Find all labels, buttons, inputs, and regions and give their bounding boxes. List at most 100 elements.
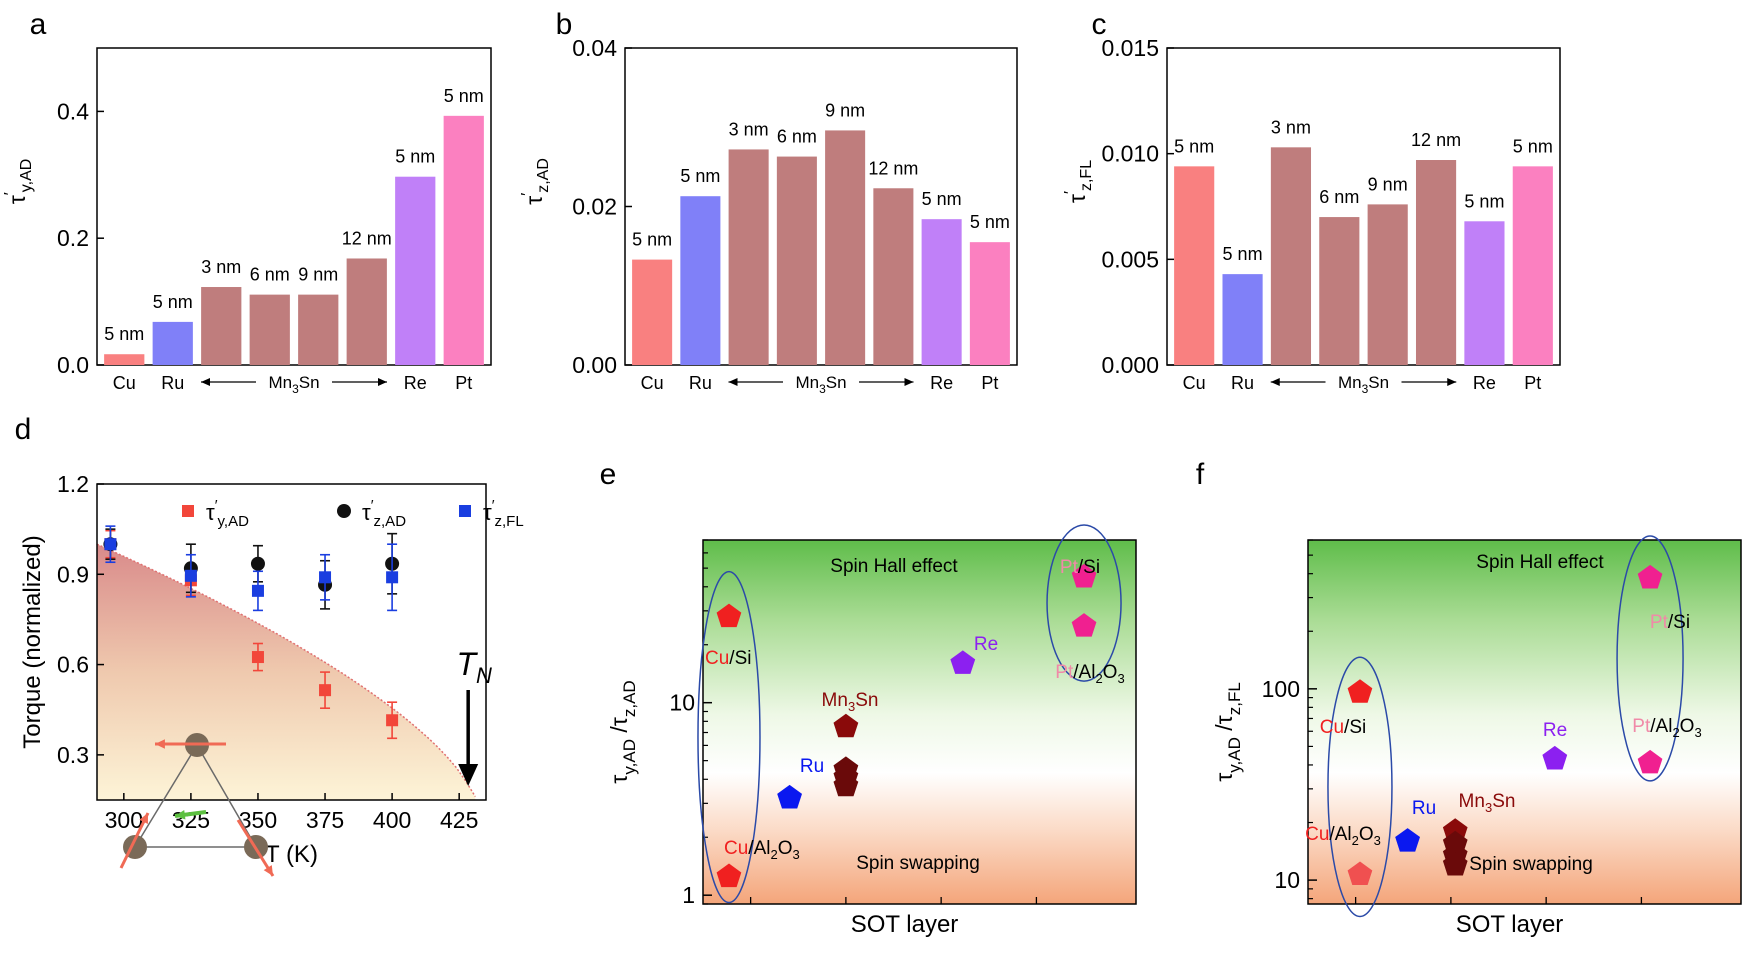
bar <box>298 294 339 365</box>
arrowhead <box>201 378 210 386</box>
phase-region <box>97 544 476 800</box>
bar <box>346 258 387 365</box>
x-category-label: Re <box>404 373 427 393</box>
bar <box>728 149 769 365</box>
point-z,FL <box>251 584 264 597</box>
bar <box>1222 274 1263 365</box>
point-label: Cu/Si <box>705 648 751 669</box>
x-axis-label: SOT layer <box>851 911 959 938</box>
point-label: Pt/Al2O3 <box>1055 662 1124 686</box>
legend-marker <box>459 505 471 517</box>
panel-letter-c: c <box>1092 8 1107 41</box>
data-point <box>1347 679 1373 703</box>
data-point <box>1542 745 1568 770</box>
inset-spin-arrow <box>236 819 275 877</box>
bar-data-label: 5 nm <box>680 166 720 186</box>
data-point <box>716 603 742 628</box>
point-z,FL <box>319 571 332 584</box>
y-axis-label: τ′y,AD <box>2 159 35 205</box>
y-axis-label: Torque (normalized) <box>19 535 46 748</box>
x-category-label: Ru <box>689 373 712 393</box>
region-label-top: Spin Hall effect <box>1476 552 1604 573</box>
bar <box>873 188 914 365</box>
y-axis-label: τ′z,FL <box>1062 160 1095 203</box>
y-tick-label: 0.3 <box>57 742 89 768</box>
bar <box>152 321 193 365</box>
panel-c: c 0.000 0.005 0.010 0.015 τ′z,FL 5 nm 5 nm 3 nm 6… <box>1062 8 1561 396</box>
pt-group-ellipse <box>1616 535 1684 782</box>
x-category-label: Re <box>1473 373 1496 393</box>
cu-group-ellipse <box>1327 656 1393 918</box>
x-category-label: Pt <box>455 373 472 393</box>
inset-spin-arrow-head <box>263 865 273 876</box>
bar <box>1512 166 1553 365</box>
pt-group-ellipse <box>1046 524 1122 682</box>
x-tick-label: 375 <box>306 807 344 833</box>
y-tick-label: 0.2 <box>57 225 89 251</box>
data-point <box>1395 828 1420 852</box>
panel-letter-a: a <box>30 8 47 41</box>
bar-data-label: 3 nm <box>1271 117 1311 137</box>
bar <box>1174 166 1215 365</box>
legend-marker <box>337 504 351 518</box>
x-category-label: Pt <box>1524 373 1541 393</box>
x-axis-label: SOT layer <box>1456 911 1564 938</box>
point-y,AD <box>251 651 264 664</box>
bar-data-label: 12 nm <box>342 228 392 248</box>
bar-data-label: 5 nm <box>1464 191 1504 211</box>
plot-frame <box>1307 539 1742 905</box>
data-point <box>1637 564 1663 589</box>
x-tick-label: 300 <box>105 807 143 833</box>
bar-data-label: 6 nm <box>1319 187 1359 207</box>
y-tick-label: 1 <box>682 882 695 908</box>
data-point <box>716 863 742 888</box>
data-point <box>1637 749 1663 774</box>
x-category-label: Ru <box>161 373 184 393</box>
bar <box>776 156 817 365</box>
point-z,FL <box>184 569 197 582</box>
y-tick-label: 0.02 <box>572 194 617 220</box>
group-label-mn3sn: Mn3Sn <box>1338 373 1389 396</box>
panel-letter-e: e <box>600 458 617 491</box>
point-label: Mn3Sn <box>1459 791 1516 815</box>
inset-spin-arrow <box>119 812 150 869</box>
y-tick-label: 0.005 <box>1101 246 1159 272</box>
data-point <box>1071 563 1097 588</box>
y-tick-label: 100 <box>1262 676 1300 702</box>
cu-group-ellipse <box>697 570 761 904</box>
bar-data-label: 5 nm <box>970 212 1010 232</box>
x-category-label: Re <box>930 373 953 393</box>
arrowhead <box>728 378 738 386</box>
plot-frame <box>1166 47 1561 366</box>
bar-data-label: 5 nm <box>632 230 672 250</box>
panel-e: e 1 10 SOT layer τy,AD /τz,AD Spin Hall effec… <box>600 458 1137 938</box>
bar <box>825 130 866 365</box>
region-label-bottom: Spin swapping <box>1469 854 1593 875</box>
y-axis-label: τy,AD /τz,AD <box>606 680 639 783</box>
legend-label: τ′y,AD <box>206 497 249 530</box>
point-y,AD <box>319 684 332 697</box>
bar <box>1367 204 1408 365</box>
bar <box>921 219 962 365</box>
panel-letter-f: f <box>1196 458 1205 491</box>
bar <box>969 242 1010 365</box>
arrowhead <box>1270 378 1280 386</box>
arrowhead <box>378 378 387 386</box>
point-label: Ru <box>1412 798 1436 819</box>
bar <box>1270 147 1312 365</box>
y-tick-label: 0.010 <box>1101 141 1159 167</box>
data-point <box>1071 613 1097 637</box>
y-tick-label: 1.2 <box>57 471 89 497</box>
phase-boundary <box>96 543 476 797</box>
bar <box>443 115 484 365</box>
x-category-label: Cu <box>1183 373 1206 393</box>
bar-data-label: 3 nm <box>201 257 241 277</box>
y-tick-label: 10 <box>669 690 695 716</box>
bar-data-label: 5 nm <box>104 324 144 344</box>
data-point <box>833 713 859 738</box>
point-label: Ru <box>800 756 824 777</box>
bar-data-label: 5 nm <box>444 86 484 106</box>
point-label: Pt/Al2O3 <box>1632 716 1701 740</box>
point-z,FL <box>386 571 399 584</box>
